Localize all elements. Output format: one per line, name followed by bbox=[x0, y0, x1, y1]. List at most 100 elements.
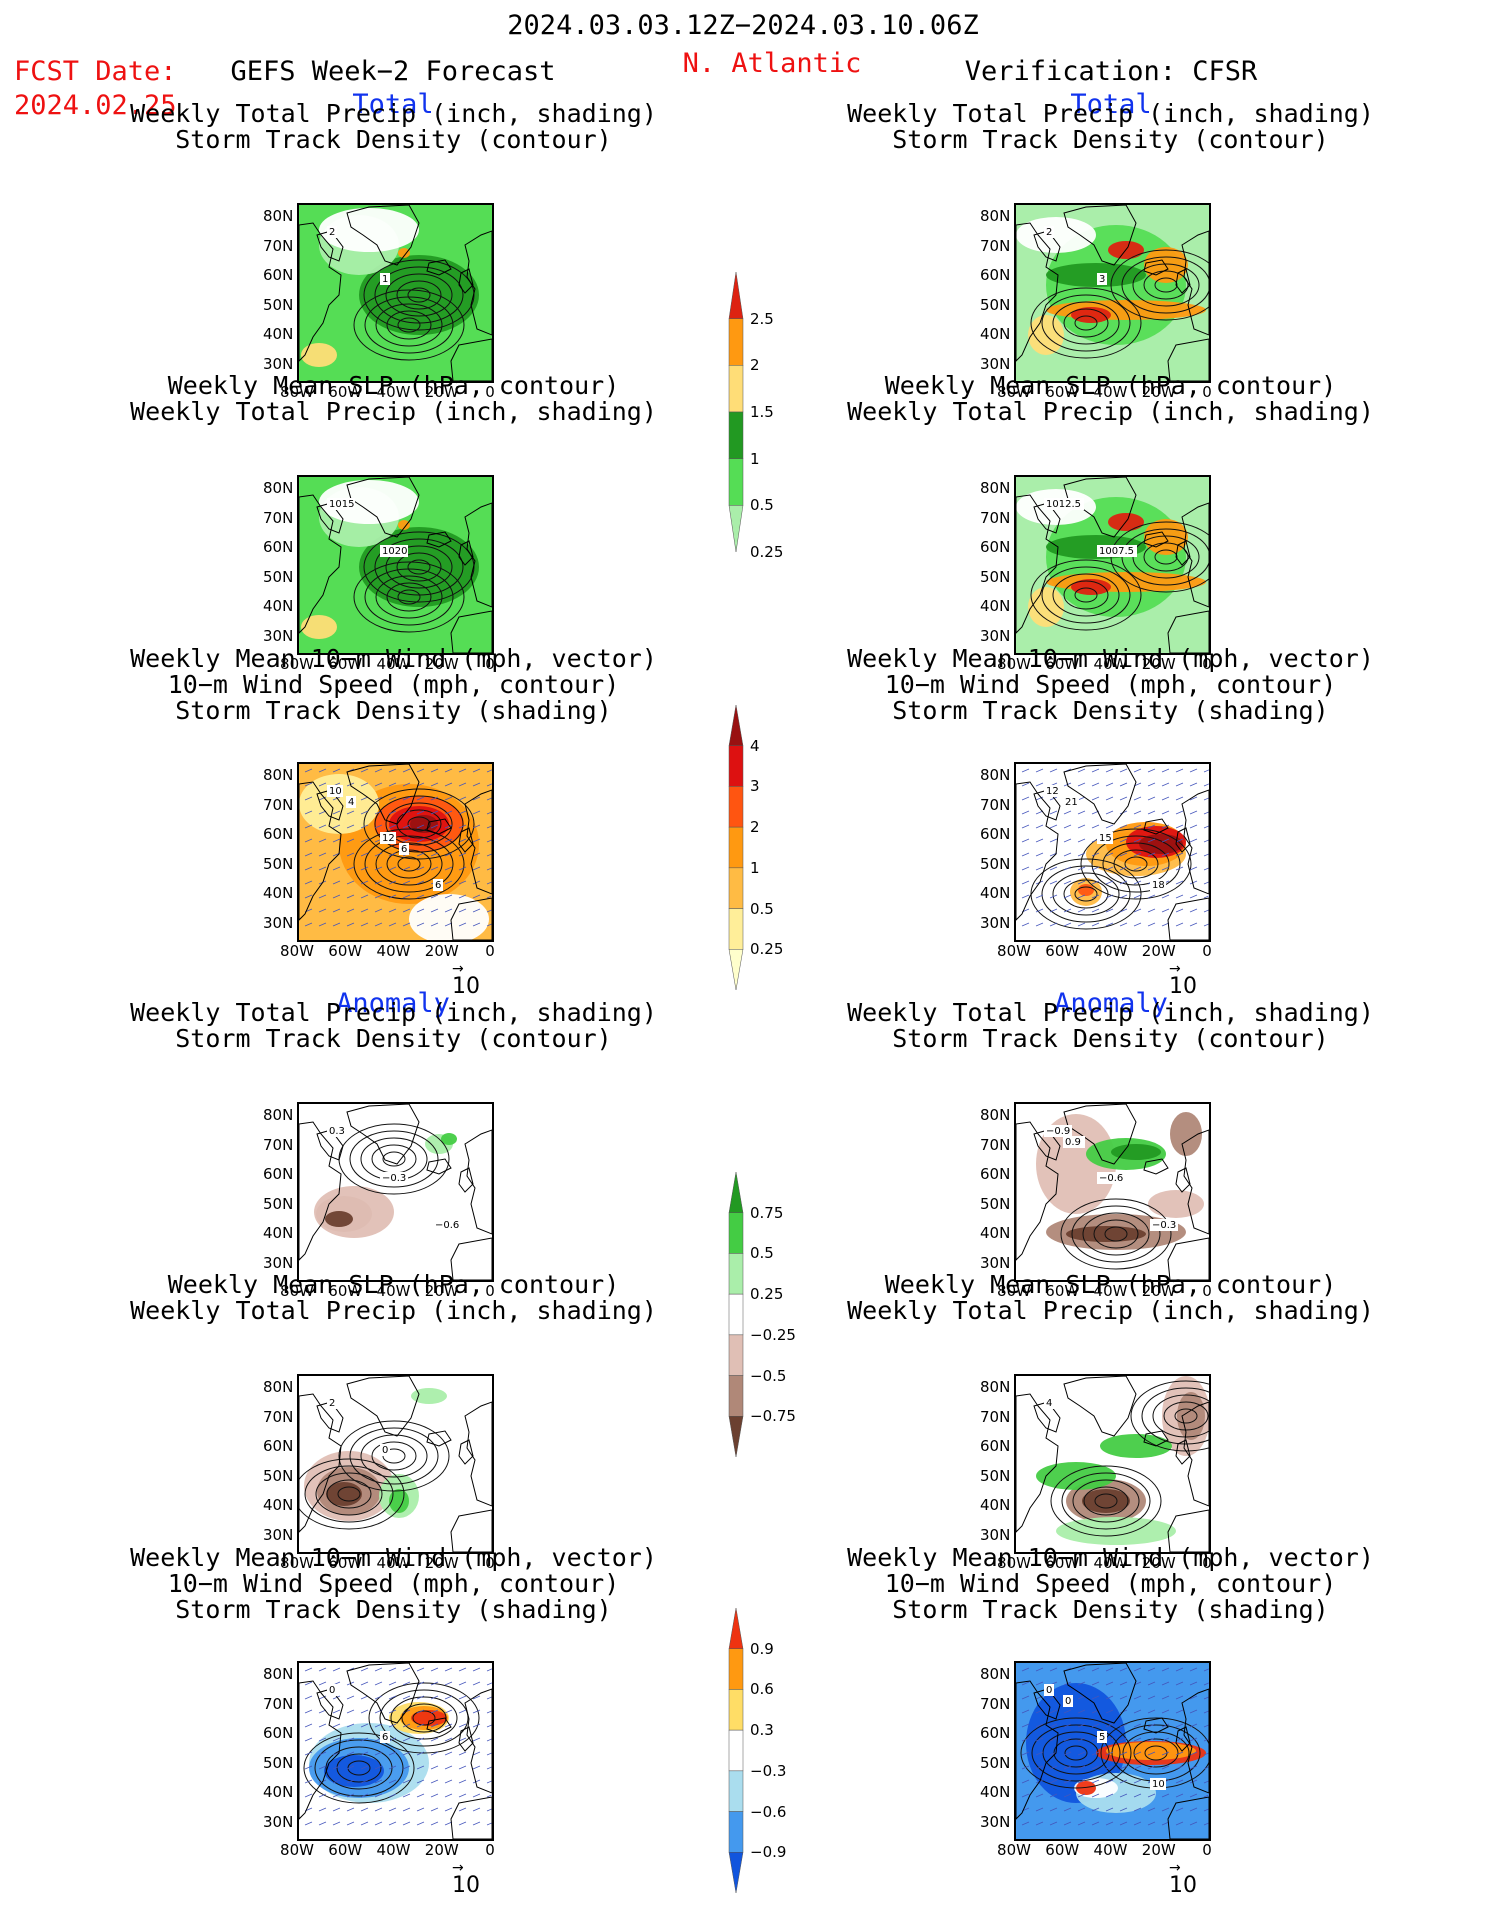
map-field: 1012.5 1007.5 bbox=[1016, 477, 1209, 653]
map-field: 20 bbox=[299, 1376, 492, 1552]
lon-label: 40W bbox=[376, 1282, 411, 1300]
lat-label: 80N bbox=[263, 1106, 294, 1124]
lat-label: 30N bbox=[263, 1812, 294, 1831]
lat-label: 60N bbox=[263, 1724, 294, 1742]
fcst-date: 2024.02.25 bbox=[14, 90, 177, 121]
panel-title-line: 10−m Wind Speed (mph, contour) bbox=[884, 1569, 1337, 1598]
panel-title-line: Storm Track Density (contour) bbox=[892, 125, 1329, 154]
svg-text:1007.5: 1007.5 bbox=[1099, 546, 1134, 557]
lon-label: 60W bbox=[328, 383, 363, 401]
colorbar-label: 2 bbox=[750, 356, 760, 375]
lon-label: 20W bbox=[424, 1554, 459, 1572]
panel-title-line: 10−m Wind Speed (mph, contour) bbox=[167, 670, 620, 699]
lon-label: 0 bbox=[1202, 1282, 1212, 1300]
lat-label: 70N bbox=[980, 1407, 1011, 1426]
region-label: N. Atlantic bbox=[682, 48, 862, 79]
lat-label: 70N bbox=[980, 795, 1011, 814]
svg-text:4: 4 bbox=[348, 797, 354, 808]
lon-label: 80W bbox=[280, 942, 314, 960]
colorbar-precip bbox=[728, 272, 744, 553]
lat-label: 40N bbox=[980, 1224, 1011, 1242]
lat-label: 60N bbox=[980, 825, 1011, 843]
lon-label: 20W bbox=[1141, 1282, 1176, 1300]
lon-label: 60W bbox=[328, 942, 363, 960]
lat-label: 70N bbox=[263, 795, 294, 814]
map-field: 0.3 −0.3 −0.6 bbox=[299, 1104, 492, 1280]
panel-title-line: Storm Track Density (shading) bbox=[175, 696, 612, 725]
lat-label: 30N bbox=[980, 626, 1011, 645]
lat-label: 60N bbox=[263, 825, 294, 843]
svg-text:−0.3: −0.3 bbox=[1152, 1220, 1176, 1231]
lat-label: 50N bbox=[263, 854, 294, 873]
svg-text:1: 1 bbox=[382, 274, 388, 285]
panel-title-line: Weekly Mean SLP (hPa, contour) bbox=[884, 371, 1337, 400]
lon-label: 80W bbox=[280, 655, 314, 673]
map-fc-total-wind: 10 12 6 4 6 bbox=[297, 762, 494, 942]
reference-vector: → 10 bbox=[1169, 1860, 1197, 1898]
colorbar-label: −0.25 bbox=[750, 1325, 796, 1344]
svg-text:0: 0 bbox=[382, 1445, 388, 1456]
svg-text:1015: 1015 bbox=[329, 499, 354, 510]
svg-text:21: 21 bbox=[1065, 797, 1078, 808]
lat-label: 40N bbox=[263, 1224, 294, 1242]
map-vf-anom-wind: 0 5 10 0 bbox=[1014, 1661, 1211, 1841]
map-fc-anom-precip: 0.3 −0.3 −0.6 bbox=[297, 1102, 494, 1282]
lon-label: 80W bbox=[997, 1554, 1031, 1572]
lat-label: 80N bbox=[263, 766, 294, 784]
svg-text:0: 0 bbox=[1046, 1685, 1052, 1696]
svg-text:6: 6 bbox=[382, 1732, 388, 1743]
panel-title-line: Weekly Mean 10−m Wind (mph, vector) bbox=[130, 1543, 657, 1572]
lon-label: 20W bbox=[1141, 655, 1176, 673]
lat-label: 30N bbox=[980, 1525, 1011, 1544]
lon-label: 40W bbox=[1093, 942, 1128, 960]
lon-label: 0 bbox=[485, 383, 495, 401]
lon-label: 40W bbox=[376, 655, 411, 673]
colorbar-label: 4 bbox=[750, 736, 760, 755]
lon-label: 80W bbox=[280, 1841, 314, 1859]
lon-label: 40W bbox=[376, 383, 411, 401]
lat-label: 40N bbox=[263, 884, 294, 902]
panel-title-line: Weekly Total Precip (inch, shading) bbox=[847, 397, 1374, 426]
lat-label: 80N bbox=[980, 479, 1011, 497]
section-anomaly-left: Anomaly bbox=[336, 988, 450, 1019]
lat-label: 40N bbox=[263, 1783, 294, 1801]
lat-label: 70N bbox=[263, 1407, 294, 1426]
lon-label: 40W bbox=[1093, 1841, 1128, 1859]
panel-title-line: Weekly Mean SLP (hPa, contour) bbox=[167, 1270, 620, 1299]
lat-label: 40N bbox=[980, 1783, 1011, 1801]
lon-label: 60W bbox=[328, 1841, 363, 1859]
lon-label: 40W bbox=[1093, 1554, 1128, 1572]
lat-label: 60N bbox=[263, 1437, 294, 1455]
svg-text:1020: 1020 bbox=[382, 546, 407, 557]
lat-label: 70N bbox=[263, 1694, 294, 1713]
lon-label: 40W bbox=[376, 942, 411, 960]
lat-label: 30N bbox=[980, 1812, 1011, 1831]
lat-label: 80N bbox=[980, 1106, 1011, 1124]
lat-label: 60N bbox=[980, 266, 1011, 284]
lat-label: 60N bbox=[980, 1724, 1011, 1742]
lon-label: 60W bbox=[328, 1282, 363, 1300]
map-fc-total-slp: 1015 1020 bbox=[297, 475, 494, 655]
section-anomaly-right: Anomaly bbox=[1054, 988, 1168, 1019]
panel-title-line: Storm Track Density (shading) bbox=[892, 696, 1329, 725]
lon-label: 60W bbox=[328, 655, 363, 673]
panel-title-line: Weekly Total Precip (inch, shading) bbox=[130, 99, 657, 128]
lon-label: 20W bbox=[1141, 1554, 1176, 1572]
lon-label: 0 bbox=[485, 655, 495, 673]
lat-label: 80N bbox=[263, 1378, 294, 1396]
panel-title-line: 10−m Wind Speed (mph, contour) bbox=[167, 1569, 620, 1598]
colorbar-storm bbox=[728, 705, 744, 991]
map-field: 06 bbox=[299, 1663, 492, 1839]
svg-text:−0.9: −0.9 bbox=[1046, 1126, 1070, 1137]
lon-label: 60W bbox=[1045, 383, 1080, 401]
lat-label: 60N bbox=[980, 1437, 1011, 1455]
lon-label: 60W bbox=[1045, 1554, 1080, 1572]
panel-title-line: Weekly Total Precip (inch, shading) bbox=[847, 998, 1374, 1027]
lat-label: 30N bbox=[263, 913, 294, 932]
date-range: 2024.03.03.12Z−2024.03.10.06Z bbox=[507, 10, 979, 41]
svg-text:4: 4 bbox=[1046, 1398, 1052, 1409]
colorbar-label: −0.3 bbox=[750, 1761, 787, 1780]
colorbar-label: 0.9 bbox=[750, 1639, 774, 1658]
panel-title-line: Storm Track Density (contour) bbox=[175, 125, 612, 154]
lon-label: 0 bbox=[485, 1841, 495, 1859]
